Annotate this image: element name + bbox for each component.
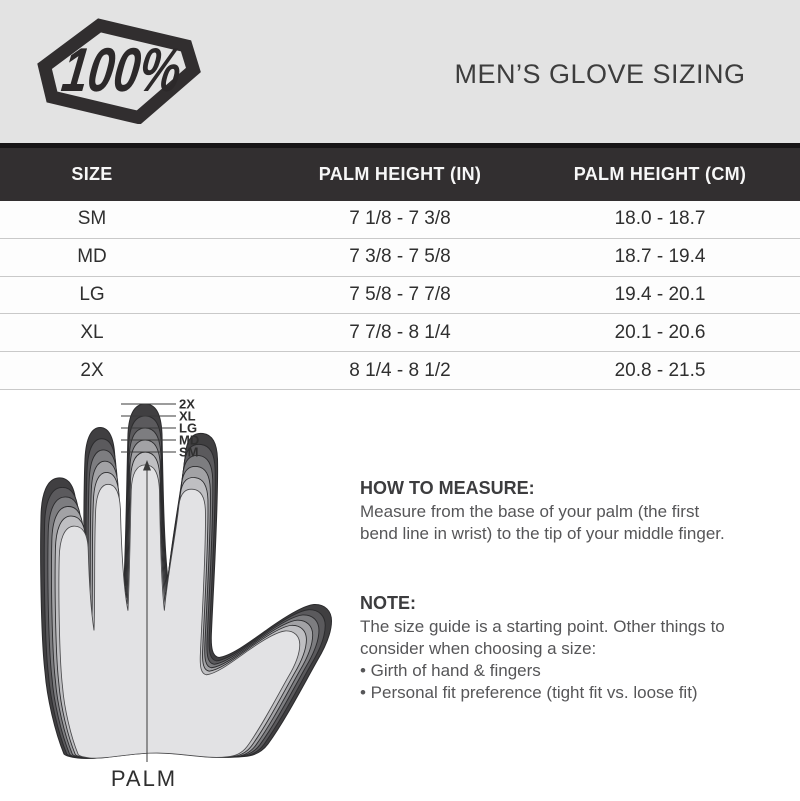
palm-in-value: 7 1/8 - 7 3/8 [349,208,451,230]
column-header-palm-cm: PALM HEIGHT (CM) [573,164,747,184]
label-lg: LG [179,421,197,436]
label-sm: SM [179,445,199,460]
size-tick-lines [121,403,176,453]
note-bullet-item: • Girth of hand & fingers [360,661,541,680]
size-tick-labels: 2X XL LG MD SM [179,397,199,460]
note-text-line: consider when choosing a size: [360,639,597,658]
palm-cm-value: 20.1 - 20.6 [614,321,706,343]
palm-cm-value: 19.4 - 20.1 [614,283,706,305]
palm-label: PALM [111,766,177,791]
instructions-block: HOW TO MEASURE: Measure from the base of… [360,477,800,704]
size-table-header: SIZE PALM HEIGHT (IN) PALM HEIGHT (CM) [0,143,800,201]
palm-in-value: 7 3/8 - 7 5/8 [349,246,451,268]
note-text-line: The size guide is a starting point. Othe… [360,617,725,636]
column-header-palm-in: PALM HEIGHT (IN) [318,164,482,184]
palm-in-value: 8 1/4 - 8 1/2 [349,359,451,381]
content-section: 2X XL LG MD SM PALM HOW TO MEASURE: Meas… [0,390,800,801]
page-title: MEN’S GLOVE SIZING [454,59,746,89]
size-value: MD [77,246,107,268]
note-bullet-item: • Personal fit preference (tight fit vs.… [360,683,698,702]
table-row-2x: 2X 8 1/4 - 8 1/2 20.8 - 21.5 [0,352,800,390]
measure-text-line: Measure from the base of your palm (the … [360,502,700,521]
brand-logo-100percent: 100% [37,18,201,124]
size-value: LG [79,283,105,305]
table-row-xl: XL 7 7/8 - 8 1/4 20.1 - 20.6 [0,314,800,353]
label-md: MD [179,433,199,448]
size-value: XL [80,321,104,343]
measure-text-line: bend line in wrist) to the tip of your m… [360,524,725,543]
note-heading: NOTE: [360,593,416,613]
palm-cm-value: 20.8 - 21.5 [614,359,706,381]
label-xl: XL [179,409,196,424]
logo-text: 100% [58,36,186,105]
page-header: 100% MEN’S GLOVE SIZING [0,0,800,143]
how-to-measure-heading: HOW TO MEASURE: [360,478,535,498]
table-row-lg: LG 7 5/8 - 7 7/8 19.4 - 20.1 [0,277,800,315]
logo-hexagon-badge [37,18,201,124]
palm-in-value: 7 7/8 - 8 1/4 [349,321,451,343]
size-table-body: SM 7 1/8 - 7 3/8 18.0 - 18.7 MD 7 3/8 - … [0,201,800,390]
hand-measurement-diagram: 2X XL LG MD SM PALM [40,397,333,791]
size-value: 2X [80,359,104,381]
table-row-md: MD 7 3/8 - 7 5/8 18.7 - 19.4 [0,239,800,277]
palm-cm-value: 18.7 - 19.4 [614,246,706,268]
column-header-size: SIZE [71,164,113,184]
label-2x: 2X [179,397,195,412]
size-value: SM [77,208,107,230]
palm-cm-value: 18.0 - 18.7 [614,208,706,230]
table-row-sm: SM 7 1/8 - 7 3/8 18.0 - 18.7 [0,201,800,239]
palm-in-value: 7 5/8 - 7 7/8 [349,283,451,305]
measurement-arrow [143,460,151,762]
arrowhead-up-icon [143,460,151,471]
